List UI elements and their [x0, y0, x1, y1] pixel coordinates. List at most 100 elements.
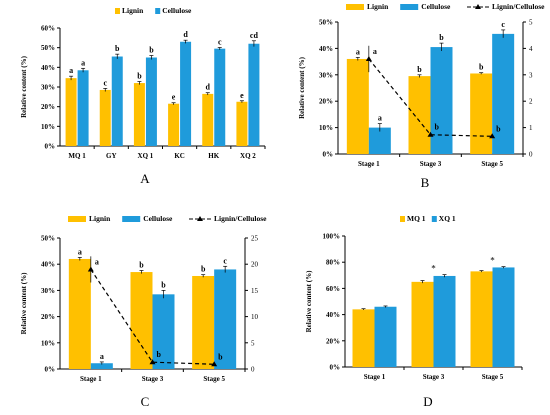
bar-lignin: [65, 78, 77, 146]
y-tick-label: 100%: [323, 233, 341, 241]
bar-mq-1: [352, 309, 375, 367]
bar-lignin: [236, 101, 248, 146]
chart-panel-a: 0% 10% 20% 30% 40% 50% 60% Relative content (%)…: [20, 6, 266, 186]
legend-swatch: [431, 216, 437, 222]
y-tick-label: 30%: [319, 71, 333, 79]
y2-tick-label: 0: [251, 366, 255, 374]
x-tick-label: Stage 5: [481, 160, 503, 168]
x-tick-label: Stage 3: [420, 160, 442, 168]
ratio-letter: a: [95, 257, 99, 266]
y-tick-label: 10%: [41, 123, 55, 131]
y-tick-label: 10%: [319, 124, 333, 132]
bar-lignin: [346, 58, 369, 154]
y2-tick-label: 5: [529, 19, 533, 27]
significance-letter: e: [172, 93, 176, 102]
bar-lignin: [408, 76, 431, 154]
legend-marker: [197, 216, 203, 221]
bar-cellulose: [214, 269, 237, 369]
significance-letter: c: [218, 37, 222, 46]
y2-tick-label: 0: [529, 151, 533, 159]
x-tick-label: Stage 3: [142, 375, 164, 383]
y-tick-label: 0%: [45, 143, 56, 151]
y-tick-label: 60%: [41, 25, 55, 33]
y-tick-label: 20%: [41, 313, 55, 321]
significance-marker: *: [431, 264, 436, 274]
legend-swatch: [68, 216, 86, 222]
bar-lignin: [470, 73, 493, 154]
y2-tick-label: 20: [251, 261, 259, 269]
bar-cellulose: [180, 41, 192, 147]
ratio-letter: a: [373, 47, 377, 56]
y-tick-label: 60%: [326, 285, 340, 293]
significance-letter: a: [81, 58, 85, 67]
y-tick-label: 40%: [41, 261, 55, 269]
significance-letter: b: [139, 260, 144, 269]
y-tick-label: 40%: [41, 64, 55, 72]
legend-swatch: [122, 216, 141, 222]
legend-label: Lignin: [89, 214, 111, 223]
chart-panel-b: 0% 10% 20% 30% 40% 50% 0 1 2 3 4 5 Relative content …: [298, 2, 545, 190]
significance-letter: a: [378, 114, 382, 123]
ratio-letter: b: [218, 352, 223, 361]
significance-letter: d: [183, 30, 188, 39]
bar-cellulose: [111, 56, 123, 147]
bar-lignin: [130, 272, 153, 369]
legend-label: Cellulose: [143, 214, 173, 223]
y2-tick-label: 5: [251, 339, 255, 347]
y-tick-label: 20%: [326, 337, 340, 345]
x-tick-label: GY: [106, 152, 117, 160]
legend-swatch: [155, 8, 161, 14]
y2-tick-label: 15: [251, 287, 259, 295]
y2-tick-label: 1: [529, 124, 533, 132]
y-axis-label: Relative content (%): [298, 56, 306, 118]
legend: Lignin Cellulose Lignin/Cellulose: [346, 2, 545, 11]
x-tick-label: Stage 1: [80, 375, 102, 383]
significance-letter: a: [69, 66, 73, 75]
y-axis-label: Relative content (%): [20, 272, 28, 334]
panel-label: B: [421, 175, 430, 190]
ratio-letter: b: [496, 124, 501, 133]
ratio-point: [489, 133, 496, 139]
y2-tick-label: 2: [529, 98, 533, 106]
y2-tick-label: 25: [251, 235, 259, 243]
significance-marker: *: [490, 256, 495, 266]
significance-letter: c: [103, 78, 107, 87]
x-tick-label: HK: [208, 152, 219, 160]
y-tick-label: 0%: [323, 151, 334, 159]
y-tick-label: 80%: [326, 259, 340, 267]
legend-swatch: [400, 4, 419, 10]
bar-cellulose: [248, 43, 260, 146]
x-tick-label: XQ 1: [138, 152, 154, 160]
legend-swatch: [115, 8, 120, 14]
legend-label: Cellulose: [162, 6, 192, 15]
y-tick-label: 50%: [319, 19, 333, 27]
legend-swatch: [346, 4, 364, 10]
chart-panel-d: 0% 20% 40% 60% 80% 100% Relative content (%) St…: [305, 214, 523, 409]
x-tick-label: Stage 5: [203, 375, 225, 383]
y-tick-label: 0%: [330, 364, 341, 372]
bar-mq-1: [411, 281, 434, 367]
y-axis-label: Relative content (%): [20, 55, 28, 117]
legend-label: XQ 1: [439, 214, 456, 223]
bar-lignin: [192, 275, 215, 369]
x-tick-label: KC: [174, 152, 185, 160]
panel-label: A: [140, 171, 150, 186]
y2-tick-label: 10: [251, 313, 259, 321]
bar-lignin: [202, 93, 214, 146]
x-tick-label: Stage 1: [364, 373, 386, 381]
significance-letter: b: [201, 265, 206, 274]
bar-cellulose: [90, 363, 113, 369]
y-tick-label: 40%: [319, 45, 333, 53]
ratio-point: [365, 55, 372, 61]
legend-swatch: [400, 216, 405, 222]
bar-lignin: [133, 83, 145, 146]
y-tick-label: 50%: [41, 235, 55, 243]
bar-xq-1: [433, 275, 456, 367]
legend: Lignin Cellulose: [115, 6, 192, 15]
y2-tick-label: 4: [529, 45, 533, 53]
legend: Lignin Cellulose Lignin/Cellulose: [68, 214, 267, 223]
y2-tick-label: 3: [529, 71, 533, 79]
bar-cellulose: [430, 47, 453, 154]
x-tick-label: MQ 1: [68, 152, 86, 160]
